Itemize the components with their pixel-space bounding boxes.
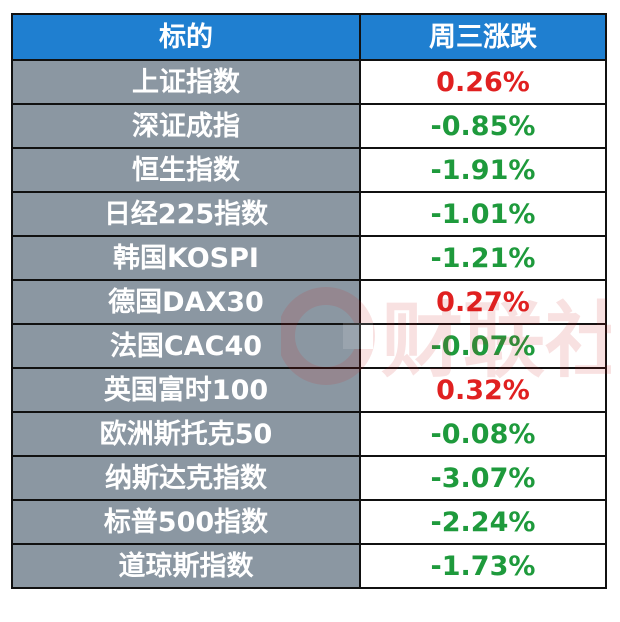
table-body: 上证指数 0.26% 深证成指 -0.85% 恒生指数 -1.91% 日经225指数 -1.0… (11, 59, 607, 589)
index-name: 欧洲斯托克50 (11, 411, 361, 457)
table-row: 标普500指数 -2.24% (11, 499, 607, 545)
index-name: 英国富时100 (11, 367, 361, 413)
index-name: 恒生指数 (11, 147, 361, 193)
index-change: -0.08% (359, 411, 607, 457)
index-change: -0.07% (359, 323, 607, 369)
table-row: 韩国KOSPI -1.21% (11, 235, 607, 281)
index-name: 韩国KOSPI (11, 235, 361, 281)
table-row: 恒生指数 -1.91% (11, 147, 607, 193)
index-change: -3.07% (359, 455, 607, 501)
header-change: 周三涨跌 (359, 13, 607, 61)
table-row: 法国CAC40 -0.07% (11, 323, 607, 369)
index-change: -1.21% (359, 235, 607, 281)
index-name: 上证指数 (11, 59, 361, 105)
index-name: 道琼斯指数 (11, 543, 361, 589)
table-row: 德国DAX30 0.27% (11, 279, 607, 325)
index-name: 德国DAX30 (11, 279, 361, 325)
index-name: 日经225指数 (11, 191, 361, 237)
header-name: 标的 (11, 13, 361, 61)
table-row: 欧洲斯托克50 -0.08% (11, 411, 607, 457)
table-row: 道琼斯指数 -1.73% (11, 543, 607, 589)
index-name: 法国CAC40 (11, 323, 361, 369)
index-name: 标普500指数 (11, 499, 361, 545)
table-row: 深证成指 -0.85% (11, 103, 607, 149)
table-header-row: 标的 周三涨跌 (11, 13, 607, 61)
table-row: 日经225指数 -1.01% (11, 191, 607, 237)
table-row: 纳斯达克指数 -3.07% (11, 455, 607, 501)
index-change: -1.01% (359, 191, 607, 237)
table-row: 英国富时100 0.32% (11, 367, 607, 413)
index-change: 0.26% (359, 59, 607, 105)
table-row: 上证指数 0.26% (11, 59, 607, 105)
index-change: 0.32% (359, 367, 607, 413)
index-name: 纳斯达克指数 (11, 455, 361, 501)
market-change-table: 标的 周三涨跌 上证指数 0.26% 深证成指 -0.85% 恒生指数 -1.91% 日经2… (11, 13, 607, 589)
index-change: -2.24% (359, 499, 607, 545)
index-name: 深证成指 (11, 103, 361, 149)
index-change: -1.73% (359, 543, 607, 589)
market-table-container: 标的 周三涨跌 上证指数 0.26% 深证成指 -0.85% 恒生指数 -1.91% 日经2… (11, 13, 611, 612)
index-change: -0.85% (359, 103, 607, 149)
index-change: -1.91% (359, 147, 607, 193)
index-change: 0.27% (359, 279, 607, 325)
